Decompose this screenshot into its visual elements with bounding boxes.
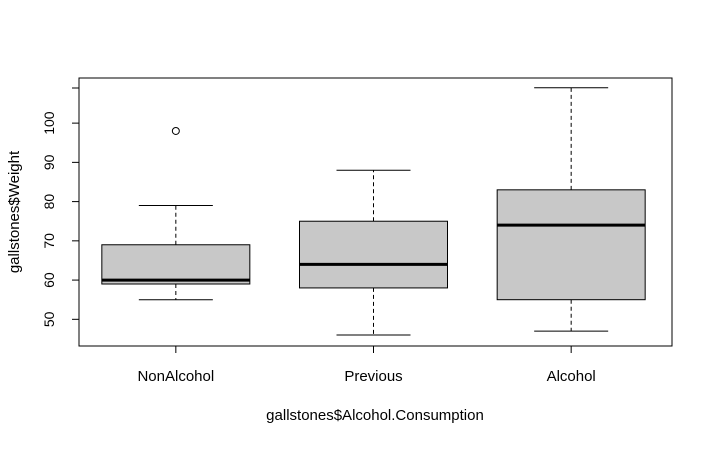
iqr-box bbox=[101, 244, 251, 285]
boxes-group bbox=[101, 87, 646, 336]
y-tick-label: 80 bbox=[41, 194, 57, 210]
x-tick-label: Previous bbox=[344, 368, 402, 385]
x-tick-label: Alcohol bbox=[547, 368, 596, 385]
y-axis-label: gallstones$Weight bbox=[6, 150, 23, 273]
x-tick-label: NonAlcohol bbox=[137, 368, 214, 385]
iqr-box bbox=[496, 189, 646, 301]
outlier-point bbox=[171, 126, 180, 135]
y-tick-label: 90 bbox=[41, 154, 57, 170]
box-nonalcohol bbox=[101, 126, 251, 301]
y-tick-label: 50 bbox=[41, 311, 57, 327]
y-tick-label: 60 bbox=[41, 272, 57, 288]
x-axis-label: gallstones$Alcohol.Consumption bbox=[266, 407, 484, 424]
y-tick-label: 100 bbox=[41, 111, 57, 135]
x-axis: NonAlcohol Previous Alcohol bbox=[137, 345, 596, 385]
box-previous bbox=[299, 169, 448, 336]
y-tick-label: 70 bbox=[41, 233, 57, 249]
iqr-box bbox=[299, 220, 448, 289]
y-axis: 50 60 70 80 90 100 bbox=[41, 87, 80, 346]
box-alcohol bbox=[496, 87, 646, 332]
